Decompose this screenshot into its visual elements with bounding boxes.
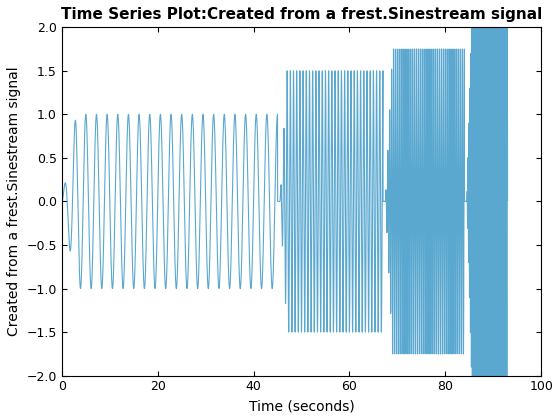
Title: Time Series Plot:Created from a frest.Sinestream signal: Time Series Plot:Created from a frest.Si… bbox=[61, 7, 542, 22]
X-axis label: Time (seconds): Time (seconds) bbox=[249, 399, 354, 413]
Y-axis label: Created from a frest.Sinestream signal: Created from a frest.Sinestream signal bbox=[7, 67, 21, 336]
